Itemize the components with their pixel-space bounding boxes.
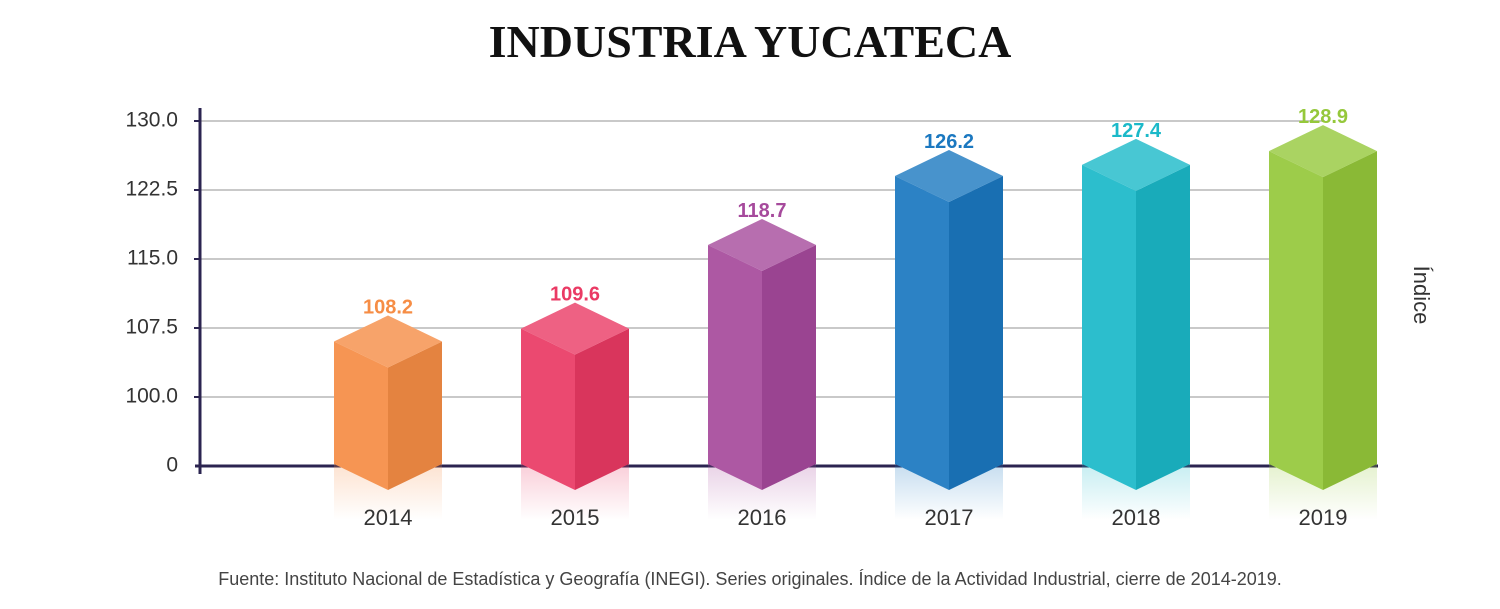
bar-side bbox=[1136, 164, 1190, 491]
x-tick-label: 2019 bbox=[1299, 505, 1348, 530]
bar-reflection bbox=[708, 464, 816, 520]
bar-side bbox=[1323, 151, 1377, 490]
y-tick-label: 122.5 bbox=[125, 178, 178, 201]
bar-side bbox=[949, 175, 1003, 490]
bar-reflection bbox=[1269, 464, 1377, 520]
bar-front-shade bbox=[1082, 164, 1136, 491]
value-label: 109.6 bbox=[550, 284, 600, 306]
bar-top bbox=[521, 302, 629, 355]
bar-side-shade bbox=[762, 244, 816, 490]
bar-top bbox=[895, 149, 1003, 202]
bar-top-shade bbox=[895, 149, 1003, 202]
bar-top-shade bbox=[1269, 125, 1377, 178]
bar-side-shade bbox=[575, 328, 629, 490]
y-tick-label: 130.0 bbox=[125, 109, 178, 132]
x-tick-label: 2018 bbox=[1112, 505, 1161, 530]
bar-top-shade bbox=[334, 315, 442, 368]
bar-top-shade bbox=[708, 218, 816, 271]
value-label: 118.7 bbox=[738, 200, 787, 222]
x-tick-label: 2015 bbox=[551, 505, 600, 530]
y-tick-label: 107.5 bbox=[125, 316, 178, 339]
bar-front-shade bbox=[708, 244, 762, 490]
chart-title: INDUSTRIA YUCATECA bbox=[489, 16, 1012, 67]
y-tick-label: 0 bbox=[166, 454, 178, 477]
bar-side-shade bbox=[388, 341, 442, 490]
bar-side-shade bbox=[949, 175, 1003, 490]
bar-top bbox=[334, 315, 442, 368]
y-tick-label: 115.0 bbox=[127, 247, 178, 270]
bar-front bbox=[1269, 151, 1323, 490]
bar-top-shade bbox=[521, 302, 629, 355]
x-tick-label: 2017 bbox=[925, 505, 974, 530]
bar-top bbox=[708, 218, 816, 271]
y-axis-label: Índice bbox=[1409, 266, 1434, 325]
bar-reflection bbox=[334, 464, 442, 520]
bar-side bbox=[388, 341, 442, 490]
bar-top bbox=[1269, 125, 1377, 178]
bar-reflection bbox=[895, 464, 1003, 520]
bar-side bbox=[762, 244, 816, 490]
bar-front bbox=[334, 341, 388, 490]
bar-front bbox=[895, 175, 949, 490]
value-label: 128.9 bbox=[1298, 106, 1348, 128]
bar-front-shade bbox=[521, 328, 575, 490]
bar-front-shade bbox=[1269, 151, 1323, 490]
bar-front-shade bbox=[334, 341, 388, 490]
bar-front bbox=[708, 244, 762, 490]
value-label: 108.2 bbox=[363, 297, 413, 319]
bar-top-shade bbox=[1082, 138, 1190, 191]
bar-side-shade bbox=[1136, 164, 1190, 491]
bar-side bbox=[575, 328, 629, 490]
bar-side-shade bbox=[1323, 151, 1377, 490]
bar-reflection bbox=[1082, 464, 1190, 520]
value-label: 126.2 bbox=[924, 131, 974, 153]
bar-front-shade bbox=[895, 175, 949, 490]
bar-reflection bbox=[521, 464, 629, 520]
source-note: Fuente: Instituto Nacional de Estadístic… bbox=[218, 569, 1282, 589]
y-tick-label: 100.0 bbox=[125, 385, 178, 408]
value-label: 127.4 bbox=[1111, 120, 1162, 142]
bar-front bbox=[521, 328, 575, 490]
bar-top bbox=[1082, 138, 1190, 191]
x-tick-label: 2016 bbox=[738, 505, 787, 530]
x-tick-label: 2014 bbox=[364, 505, 413, 530]
bar-front bbox=[1082, 164, 1136, 491]
